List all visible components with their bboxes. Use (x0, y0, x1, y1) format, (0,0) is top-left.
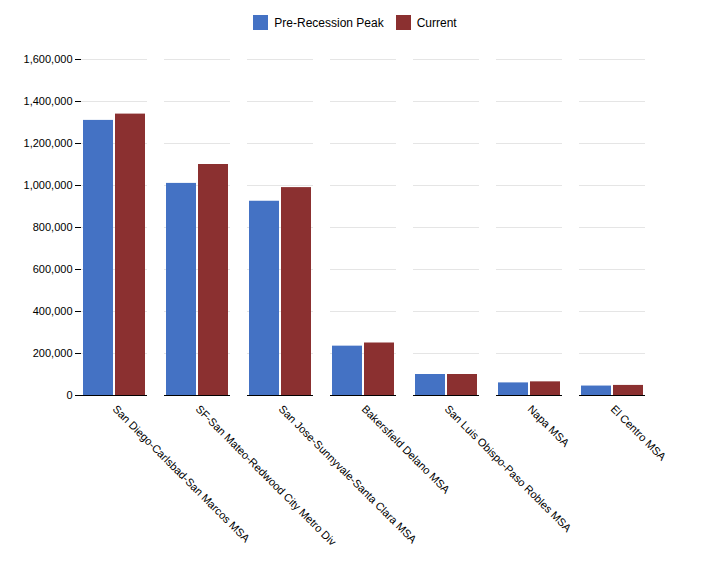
svg-text:El Centro MSA: El Centro MSA (609, 403, 669, 463)
svg-text:1,000,000: 1,000,000 (24, 179, 73, 191)
svg-text:Napa MSA: Napa MSA (526, 403, 573, 450)
svg-text:San Jose-Sunnyvale-Santa Clara: San Jose-Sunnyvale-Santa Clara MSA (277, 403, 420, 546)
svg-text:Bakersfield Delano MSA: Bakersfield Delano MSA (360, 403, 453, 496)
svg-text:1,600,000: 1,600,000 (24, 53, 73, 65)
svg-text:1,400,000: 1,400,000 (24, 95, 73, 107)
svg-text:0: 0 (66, 389, 72, 401)
svg-text:San Diego-Carlsbad-San Marcos: San Diego-Carlsbad-San Marcos MSA (111, 403, 253, 545)
svg-text:400,000: 400,000 (33, 305, 73, 317)
svg-text:San Luis Obispo-Paso Robles MS: San Luis Obispo-Paso Robles MSA (443, 403, 575, 535)
svg-text:SF-San Mateo-Redwood City Metr: SF-San Mateo-Redwood City Metro Div (194, 403, 339, 548)
svg-text:1,200,000: 1,200,000 (24, 137, 73, 149)
html-text:Pre-Recession Peak: Pre-Recession Peak (274, 15, 384, 30)
svg-text:800,000: 800,000 (33, 221, 73, 233)
svg-text:200,000: 200,000 (33, 347, 73, 359)
html-text:Current: Current (416, 15, 457, 30)
svg-text:600,000: 600,000 (33, 263, 73, 275)
